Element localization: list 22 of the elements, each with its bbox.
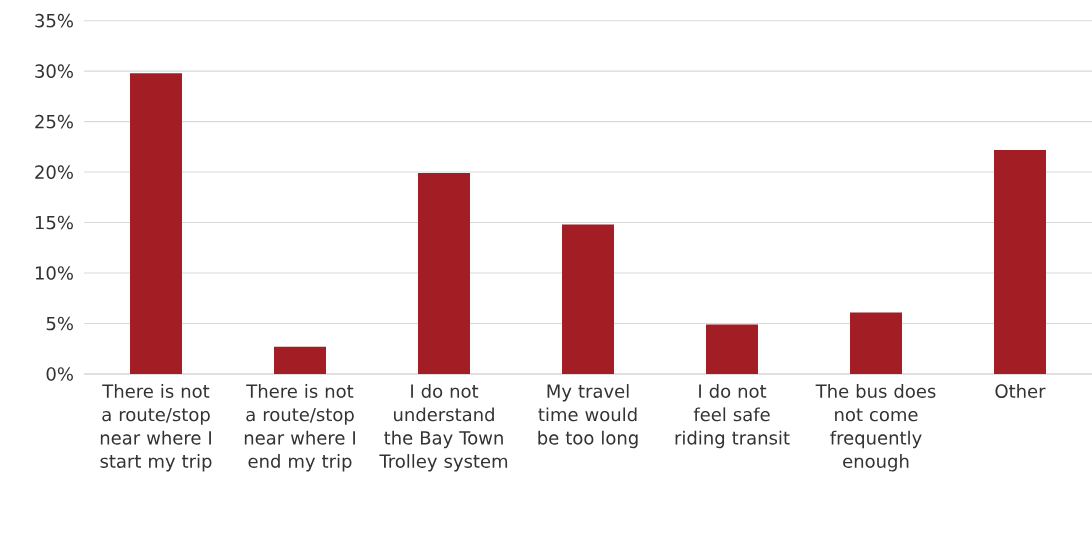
y-tick-label: 0% — [46, 367, 73, 381]
x-tick-label: The bus does not come frequently enough — [815, 384, 936, 472]
bar — [130, 73, 182, 374]
bar — [562, 224, 614, 374]
y-tick-label: 35% — [35, 13, 73, 28]
x-tick-label: There is not a route/stop near where I start my trip — [100, 384, 212, 472]
y-tick-label: 30% — [35, 64, 73, 78]
y-tick-label: 10% — [35, 266, 73, 280]
x-tick-label: I do not understand the Bay Town Trolley system — [379, 384, 508, 472]
x-tick-label: I do not feel safe riding transit — [675, 384, 790, 449]
y-tick-label: 5% — [46, 316, 73, 331]
bar — [418, 173, 470, 374]
y-tick-label: 20% — [35, 165, 73, 179]
bar — [994, 149, 1046, 374]
y-tick-label: 25% — [35, 114, 73, 129]
x-tick-label: My travel time would be too long — [538, 384, 638, 449]
x-tick-label: There is not a route/stop near where I end my trip — [244, 384, 355, 472]
y-tick-label: 15% — [35, 215, 73, 230]
bar — [850, 312, 902, 374]
bar — [274, 346, 326, 374]
x-tick-label: Other — [995, 384, 1046, 398]
bar — [706, 324, 758, 374]
